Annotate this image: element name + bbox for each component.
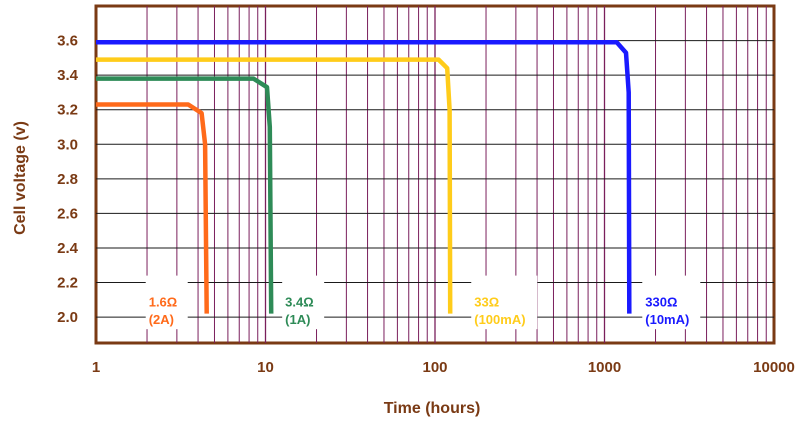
series-line-4 — [96, 40, 632, 314]
x-tick-label: 1000 — [588, 359, 621, 376]
series-load-label-2: 3.4Ω — [285, 295, 314, 310]
series-label-bg-2 — [282, 275, 325, 330]
series-label-bg-3 — [471, 275, 538, 330]
y-tick-label: 3.2 — [57, 102, 78, 119]
x-tick-label: 10000 — [753, 359, 795, 376]
series-line-1 — [96, 102, 209, 314]
series-label-bg-4 — [642, 275, 701, 330]
y-tick-labels: 2.0 2.2 2.4 2.6 2.8 3.0 3.2 3.4 3.6 — [57, 33, 79, 327]
series-load-label-3: 33Ω — [474, 295, 499, 310]
y-tick-label: 2.8 — [57, 171, 78, 188]
series-load-label-1: 1.6Ω — [149, 295, 178, 310]
series-current-label-1: (2A) — [149, 312, 174, 327]
x-tick-label: 1 — [92, 359, 100, 376]
y-tick-label: 3.4 — [57, 67, 79, 84]
y-tick-label: 2.2 — [57, 275, 78, 292]
y-tick-label: 2.0 — [57, 309, 78, 326]
series-line-2 — [96, 76, 274, 314]
x-tick-labels: 1 10 100 1000 10000 — [92, 359, 795, 376]
y-tick-label: 2.4 — [57, 240, 79, 257]
y-axis-title: Cell voltage (v) — [12, 121, 29, 235]
series-line-3 — [96, 57, 453, 314]
x-axis-title: Time (hours) — [384, 400, 481, 417]
series-labels: 1.6Ω (2A) 3.4Ω (1A) 33Ω (100mA) 330Ω (10mA) — [145, 275, 701, 330]
series-layer — [96, 40, 632, 314]
series-current-label-4: (10mA) — [645, 312, 689, 327]
x-tick-label: 100 — [422, 359, 447, 376]
series-label-bg-1 — [145, 275, 188, 330]
y-tick-label: 2.6 — [57, 205, 78, 222]
y-tick-label: 3.0 — [57, 136, 78, 153]
y-tick-label: 3.6 — [57, 33, 78, 50]
series-current-label-3: (100mA) — [474, 312, 525, 327]
series-load-label-4: 330Ω — [645, 295, 677, 310]
series-current-label-2: (1A) — [285, 312, 310, 327]
x-tick-label: 10 — [257, 359, 274, 376]
